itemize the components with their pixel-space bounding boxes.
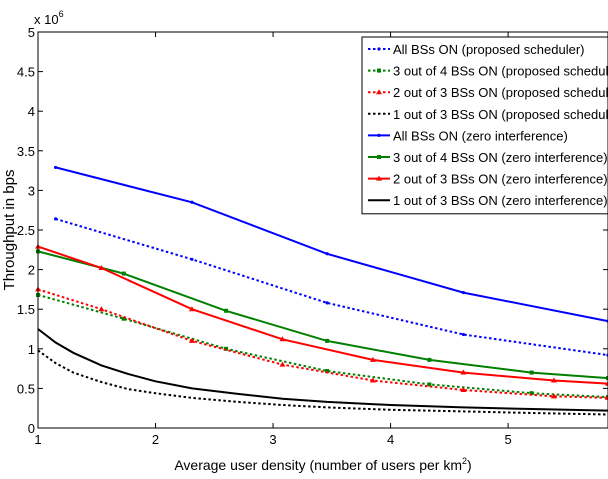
legend-item: All BSs ON (proposed scheduler) [368, 42, 584, 57]
y-tick-label: 3.5 [17, 144, 35, 159]
legend-label: All BSs ON (zero interference) [393, 128, 568, 143]
data-point [190, 257, 194, 261]
y-tick-label: 3 [28, 183, 35, 198]
y-tick-label: 4 [28, 104, 35, 119]
legend-box [361, 36, 608, 215]
x-tick-label: 5 [504, 432, 511, 447]
data-point [188, 306, 195, 312]
data-point [605, 380, 608, 386]
data-point [325, 301, 329, 305]
series-8 [37, 328, 608, 412]
y-tick-label: 0 [28, 421, 35, 436]
series-3 [35, 286, 608, 400]
data-point [190, 200, 194, 204]
x-tick-label: 2 [152, 432, 159, 447]
y-exponent-power: 6 [59, 9, 64, 19]
series-line [37, 328, 608, 412]
series-layer [35, 165, 608, 416]
data-point [550, 393, 557, 399]
legend-marker [376, 175, 382, 181]
x-tick-label: 4 [387, 432, 394, 447]
data-point [550, 377, 557, 383]
data-point [325, 368, 330, 373]
data-point [460, 386, 467, 392]
y-tick-label: 4.5 [17, 65, 35, 80]
data-point [224, 308, 229, 313]
data-point [460, 369, 467, 375]
series-line [37, 349, 608, 416]
x-tick-label: 3 [269, 432, 276, 447]
legend-label: All BSs ON (proposed scheduler) [393, 42, 584, 57]
data-point [121, 271, 126, 276]
axis-ticks: 1 2 3 4 5 0 0.5 1 1.5 2 2.5 3 3.5 4 4.5 5 [17, 25, 608, 447]
legend-item: 2 out of 3 BSs ON (zero interference) [368, 172, 608, 187]
legend-marker [377, 68, 381, 73]
data-point [54, 165, 58, 170]
data-point [279, 361, 286, 367]
legend-marker [377, 155, 381, 159]
x-axis-label-tail: ) [467, 457, 472, 473]
series-5 [54, 165, 608, 323]
x-axis-label-main: Average user density (number of users pe… [174, 457, 462, 473]
legend-item: 2 out of 3 BSs ON (proposed scheduler) [368, 85, 608, 100]
legend-label: 3 out of 4 BSs ON (proposed scheduler) [393, 64, 608, 79]
y-tick-label: 1 [28, 342, 35, 357]
data-point [427, 382, 432, 387]
data-point [461, 290, 466, 295]
data-point [54, 217, 58, 221]
y-tick-label: 0.5 [17, 381, 35, 396]
legend-item: 3 out of 4 BSs ON (zero interference) [368, 150, 608, 165]
legend-label: 3 out of 4 BSs ON (zero interference) [393, 150, 608, 165]
legend: All BSs ON (proposed scheduler) 3 out of … [361, 36, 608, 215]
data-point [188, 337, 195, 343]
series-4 [37, 349, 608, 416]
data-point [427, 357, 432, 362]
legend-marker [377, 47, 381, 51]
data-point [529, 391, 534, 396]
legend-item: 3 out of 4 BSs ON (proposed scheduler) [368, 64, 608, 79]
data-point [461, 332, 466, 337]
y-tick-label: 2 [28, 263, 35, 278]
y-axis-label: Throughput in bps [1, 170, 18, 291]
y-tick-label: 1.5 [17, 302, 35, 317]
legend-marker [376, 89, 382, 95]
data-point [369, 377, 376, 383]
series-line [37, 288, 608, 399]
x-axis-label-sup: 2 [462, 456, 467, 466]
legend-item: 1 out of 3 BSs ON (proposed scheduler) [368, 107, 608, 122]
legend-label: 1 out of 3 BSs ON (zero interference) [393, 193, 608, 208]
x-axis-label: Average user density (number of users pe… [174, 456, 471, 473]
data-point [98, 265, 105, 271]
legend-marker [377, 133, 381, 137]
data-point [279, 336, 286, 342]
data-point [605, 394, 608, 400]
data-point [121, 316, 126, 321]
y-exponent: x 106 [34, 9, 64, 27]
y-exponent-base: x 10 [34, 12, 59, 27]
data-point [325, 338, 330, 343]
legend-label: 2 out of 3 BSs ON (zero interference) [393, 172, 608, 187]
data-point [325, 252, 329, 256]
data-point [369, 356, 376, 362]
data-point [529, 370, 534, 375]
y-tick-label: 2.5 [17, 223, 35, 238]
data-point [98, 306, 105, 312]
series-line [37, 245, 608, 385]
x-tick-label: 1 [34, 432, 41, 447]
legend-label: 1 out of 3 BSs ON (proposed scheduler) [393, 107, 608, 122]
legend-item: 1 out of 3 BSs ON (zero interference) [368, 193, 608, 208]
series-7 [35, 243, 608, 386]
legend-label: 2 out of 3 BSs ON (proposed scheduler) [393, 85, 608, 100]
legend-item: All BSs ON (zero interference) [368, 128, 568, 143]
y-tick-label: 5 [28, 25, 35, 40]
data-point [606, 376, 608, 381]
